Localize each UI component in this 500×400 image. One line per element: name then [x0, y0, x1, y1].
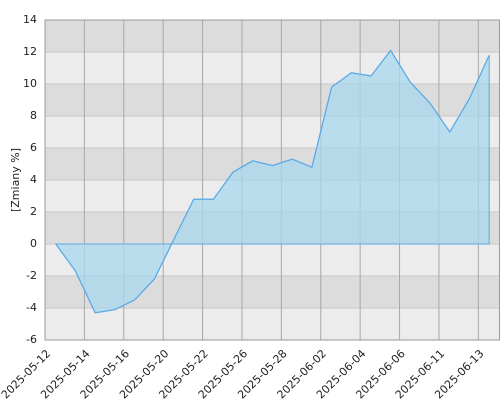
y-axis-label: [Zmiany %] [9, 148, 22, 212]
y-tick-label: 10 [23, 77, 37, 90]
y-tick-label: 14 [23, 13, 37, 26]
y-tick-label: 4 [30, 173, 37, 186]
y-tick-label: -6 [26, 333, 37, 346]
y-tick-label: 12 [23, 45, 37, 58]
y-tick-label: 0 [30, 237, 37, 250]
line [55, 49, 490, 314]
band [45, 308, 500, 340]
y-tick-label: -4 [26, 301, 37, 314]
band [45, 20, 500, 52]
band [45, 52, 500, 84]
y-tick-label: -2 [26, 269, 37, 282]
y-tick-label: 2 [30, 205, 37, 218]
y-tick-label: 6 [30, 141, 37, 154]
y-tick-label: 8 [30, 109, 37, 122]
